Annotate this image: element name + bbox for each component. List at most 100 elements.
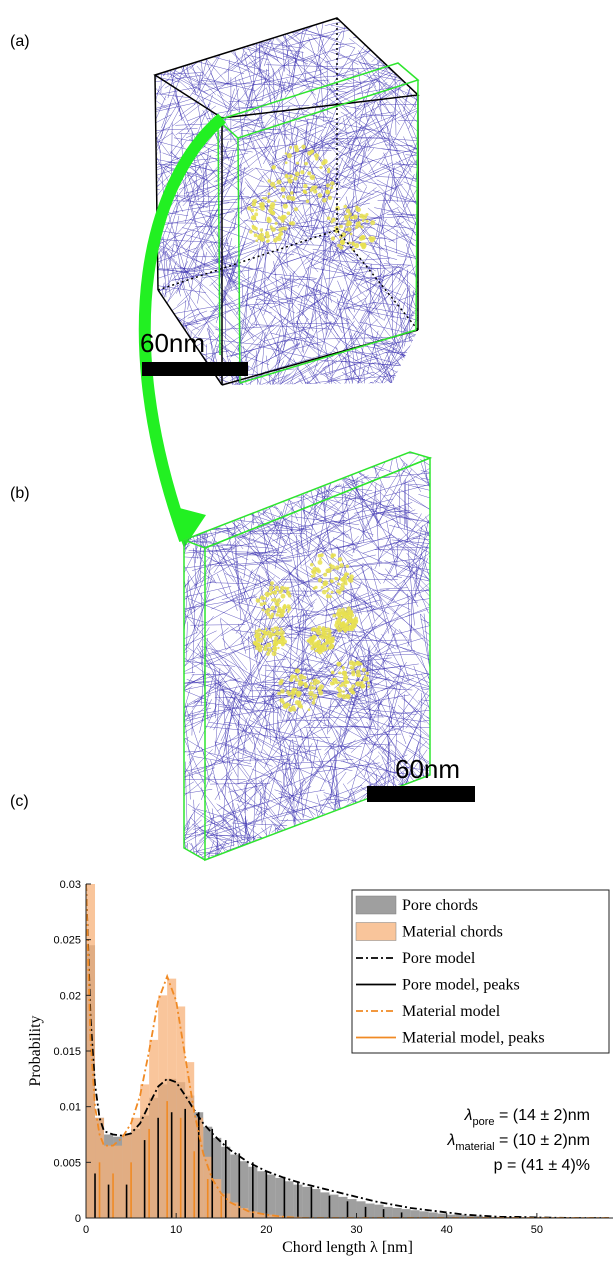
- particle: [291, 695, 295, 699]
- particle: [262, 197, 264, 199]
- particle: [360, 226, 363, 229]
- particle: [272, 647, 275, 650]
- particle: [314, 185, 317, 188]
- particle: [351, 684, 355, 688]
- x-tick-label: 10: [170, 1224, 182, 1236]
- particle: [268, 192, 271, 195]
- particle: [329, 644, 334, 649]
- particle: [344, 574, 347, 577]
- histogram-bar: [411, 1210, 420, 1218]
- particle: [319, 558, 321, 560]
- particle: [263, 602, 267, 606]
- particle: [338, 615, 341, 618]
- fibres: [74, 10, 499, 458]
- particle: [251, 202, 256, 207]
- histogram-bar: [420, 1211, 429, 1218]
- particle: [255, 634, 260, 639]
- particle: [362, 219, 365, 222]
- particle: [322, 590, 327, 595]
- histogram-bar: [113, 1146, 122, 1218]
- particle: [362, 243, 366, 247]
- particle: [351, 690, 354, 693]
- particle: [265, 197, 268, 200]
- particle: [312, 701, 316, 705]
- panel-label: (b): [10, 485, 30, 502]
- particle: [277, 607, 281, 611]
- particle: [300, 170, 304, 174]
- legend-label: Material model: [402, 1003, 501, 1020]
- histogram-bar: [257, 1171, 266, 1218]
- particle: [260, 237, 264, 241]
- particle: [312, 643, 317, 648]
- particle: [336, 618, 341, 623]
- particle: [273, 640, 276, 643]
- particle: [310, 150, 314, 154]
- particle: [254, 212, 258, 216]
- particle: [367, 682, 370, 685]
- x-axis-label: Chord length λ [nm]: [282, 1239, 413, 1256]
- cube-network: [74, 10, 499, 458]
- particle: [338, 671, 341, 674]
- particle: [294, 207, 298, 211]
- particle: [304, 162, 308, 166]
- particle: [342, 577, 345, 580]
- particle: [309, 685, 314, 690]
- particle: [335, 577, 339, 581]
- particle: [289, 174, 293, 178]
- annotation-symbol: λ: [447, 1132, 456, 1149]
- particle: [330, 186, 333, 189]
- annotation: λpore = (14 ± 2)nm: [464, 1107, 590, 1128]
- particle: [314, 586, 317, 589]
- particle: [321, 586, 324, 589]
- particle: [301, 145, 305, 149]
- histogram-bar: [329, 1195, 338, 1218]
- particle: [365, 220, 368, 223]
- particle: [299, 681, 303, 685]
- particle: [269, 585, 274, 590]
- legend-swatch: [356, 923, 396, 941]
- histogram-bar: [212, 1179, 221, 1218]
- particle: [318, 193, 323, 198]
- particle: [296, 162, 299, 165]
- particle: [346, 607, 351, 612]
- particle: [285, 161, 288, 164]
- scale-bar-label: 60nm: [395, 754, 460, 784]
- particle: [255, 209, 257, 211]
- particle: [337, 693, 342, 698]
- particle: [332, 614, 336, 618]
- particle: [342, 690, 345, 693]
- particle: [337, 582, 340, 585]
- particle: [274, 626, 277, 629]
- particle: [350, 666, 353, 669]
- particle: [366, 672, 369, 675]
- particle: [280, 689, 285, 694]
- annotation: p = (41 ± 4)%: [494, 1157, 590, 1174]
- histogram-bar: [284, 1181, 293, 1218]
- particle: [268, 179, 271, 182]
- particle: [254, 227, 258, 231]
- particle: [279, 627, 282, 630]
- particle: [360, 685, 364, 689]
- particle: [346, 622, 349, 625]
- legend-label: Material model, peaks: [402, 1030, 545, 1047]
- particle: [261, 630, 263, 632]
- particle: [276, 603, 280, 607]
- particle: [327, 216, 331, 220]
- x-tick-label: 20: [260, 1224, 272, 1236]
- annotation-text: = (14 ± 2)nm: [495, 1107, 590, 1124]
- particle: [326, 627, 331, 632]
- particle: [266, 642, 271, 647]
- particle: [354, 617, 358, 621]
- legend-swatch: [356, 896, 396, 914]
- particle: [351, 624, 356, 629]
- particle: [296, 693, 300, 697]
- particle: [286, 590, 289, 593]
- particle: [339, 245, 343, 249]
- particle: [356, 208, 359, 211]
- particle: [252, 225, 255, 228]
- histogram-bar: [320, 1192, 329, 1218]
- particle: [346, 626, 351, 631]
- y-axis-label: Probability: [27, 1015, 44, 1086]
- particle: [349, 660, 354, 665]
- particle: [348, 578, 353, 583]
